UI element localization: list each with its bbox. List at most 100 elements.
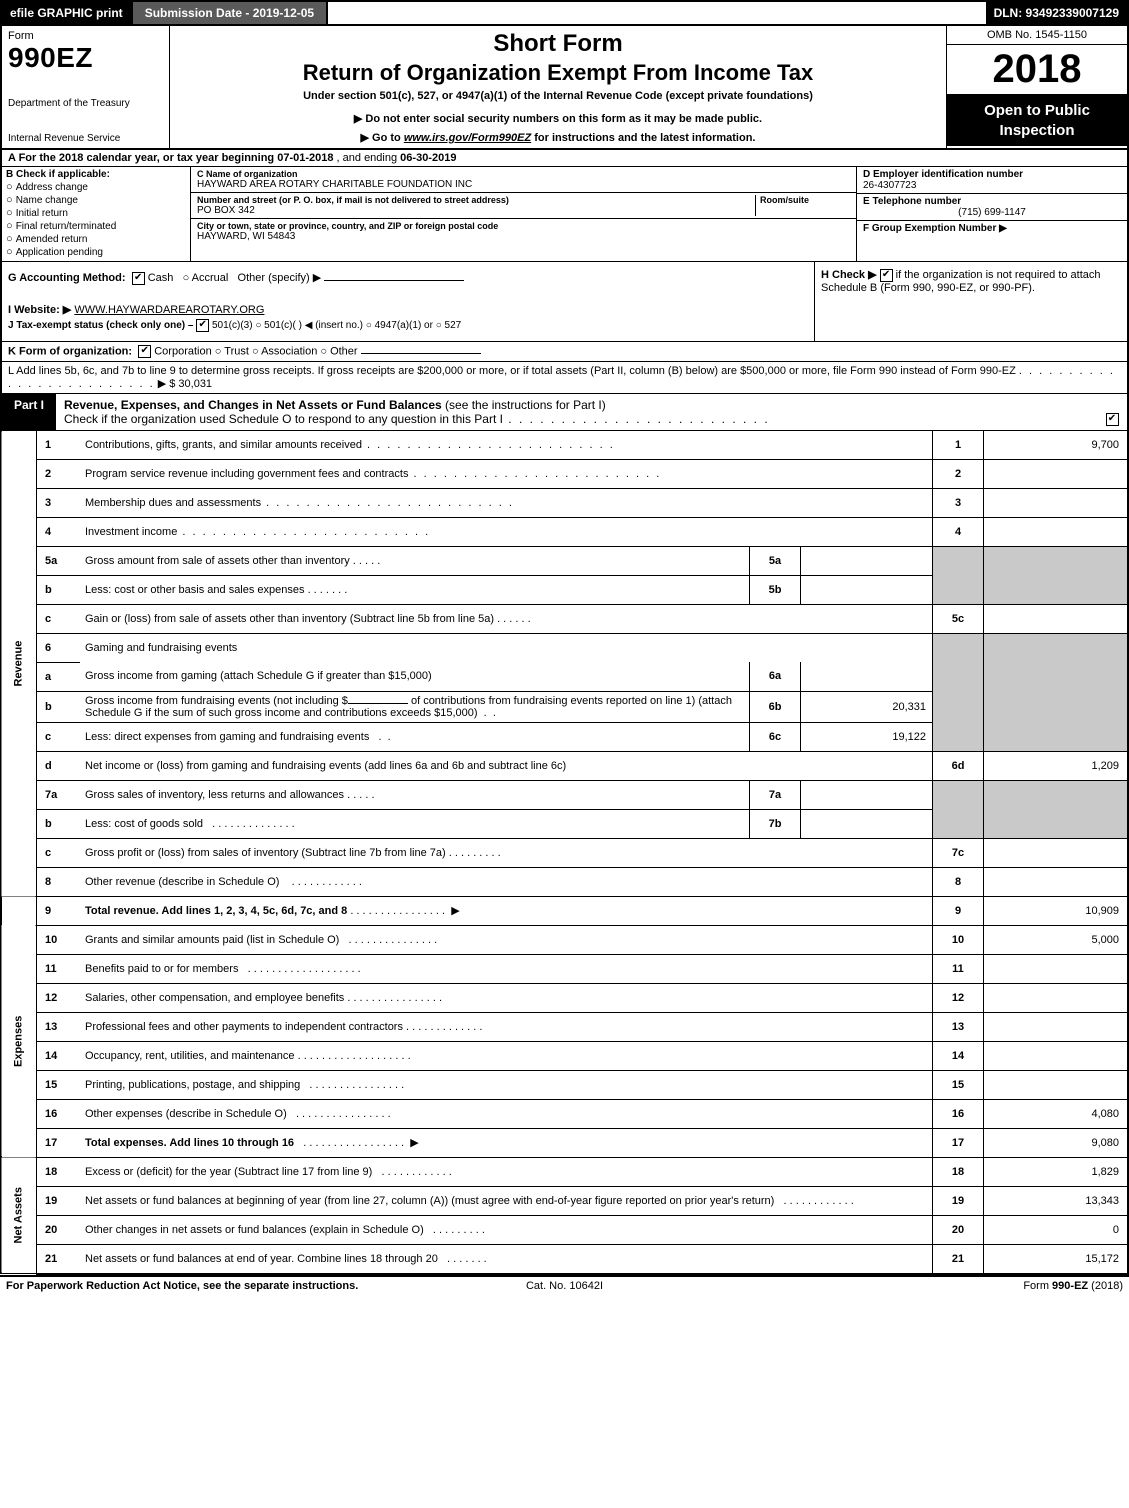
l12-box: 12 xyxy=(933,983,984,1012)
j-501c3-check[interactable] xyxy=(196,319,209,332)
l20-amt: 0 xyxy=(984,1215,1129,1244)
section-def: D Employer identification number 26-4307… xyxy=(857,167,1127,261)
l4-dots xyxy=(177,526,430,538)
l14-desc-text: Occupancy, rent, utilities, and maintena… xyxy=(85,1050,295,1062)
l15-desc: Printing, publications, postage, and shi… xyxy=(80,1070,933,1099)
l5b-midval xyxy=(801,575,933,604)
top-bar: efile GRAPHIC print Submission Date - 20… xyxy=(0,0,1129,26)
l5c-box: 5c xyxy=(933,604,984,633)
l5c-desc-text: Gain or (loss) from sale of assets other… xyxy=(85,613,494,625)
form-header: Form 990EZ Department of the Treasury In… xyxy=(0,26,1129,150)
l4-desc: Investment income xyxy=(80,517,933,546)
k-corp-check[interactable] xyxy=(138,345,151,358)
goto-link[interactable]: www.irs.gov/Form990EZ xyxy=(404,132,531,144)
l-text: L Add lines 5b, 6c, and 7b to line 9 to … xyxy=(8,365,1016,377)
k-other-blank[interactable] xyxy=(361,353,481,354)
l7ab-greyamt xyxy=(984,780,1129,838)
l5c-desc: Gain or (loss) from sale of assets other… xyxy=(80,604,933,633)
part1-table: Revenue 1 Contributions, gifts, grants, … xyxy=(0,431,1129,1275)
g-accrual-radio[interactable] xyxy=(183,272,192,284)
l20-box: 20 xyxy=(933,1215,984,1244)
l9-num: 9 xyxy=(37,896,81,925)
opt-name-change[interactable]: Name change xyxy=(6,194,186,206)
g-other-blank[interactable] xyxy=(324,280,464,281)
l6abc-greyamt xyxy=(984,633,1129,751)
opt-initial-return[interactable]: Initial return xyxy=(6,207,186,219)
l2-amt xyxy=(984,459,1129,488)
under-section: Under section 501(c), 527, or 4947(a)(1)… xyxy=(178,90,938,102)
l15-amt xyxy=(984,1070,1129,1099)
opt-application-pending[interactable]: Application pending xyxy=(6,246,186,258)
header-right: OMB No. 1545-1150 2018 Open to Public In… xyxy=(947,26,1127,148)
l14-num: 14 xyxy=(37,1041,81,1070)
g-line: G Accounting Method: Cash Accrual Other … xyxy=(8,271,808,285)
efile-label: efile GRAPHIC print xyxy=(2,2,131,24)
opt-final-return[interactable]: Final return/terminated xyxy=(6,220,186,232)
l5a-midval xyxy=(801,546,933,575)
l7b-num: b xyxy=(37,809,81,838)
l17-amt: 9,080 xyxy=(984,1128,1129,1157)
l7c-desc: Gross profit or (loss) from sales of inv… xyxy=(80,838,933,867)
website-val[interactable]: WWW.HAYWARDAREAROTARY.ORG xyxy=(74,304,264,316)
l-arrow: ▶ $ xyxy=(158,378,176,390)
goto-pre: ▶ Go to xyxy=(361,132,404,144)
l6b-desc: Gross income from fundraising events (no… xyxy=(80,691,750,722)
irs-label: Internal Revenue Service xyxy=(8,133,163,144)
dln-label: DLN: 93492339007129 xyxy=(986,2,1127,24)
g-other: Other (specify) ▶ xyxy=(238,272,322,284)
schedule-o-check[interactable] xyxy=(1106,413,1119,426)
entity-row: B Check if applicable: Address change Na… xyxy=(0,167,1129,262)
l17-desc: Total expenses. Add lines 10 through 16 … xyxy=(80,1128,933,1157)
l3-num: 3 xyxy=(37,488,81,517)
h-check[interactable] xyxy=(880,269,893,282)
g-cash-check[interactable] xyxy=(132,272,145,285)
l4-num: 4 xyxy=(37,517,81,546)
l11-amt xyxy=(984,954,1129,983)
l13-box: 13 xyxy=(933,1012,984,1041)
open-to-public: Open to Public Inspection xyxy=(947,95,1127,146)
row-a-mid: , and ending xyxy=(337,152,401,164)
l16-desc-text: Other expenses (describe in Schedule O) xyxy=(85,1108,287,1120)
opt-address-change[interactable]: Address change xyxy=(6,181,186,193)
l11-desc: Benefits paid to or for members . . . . … xyxy=(80,954,933,983)
page-footer: For Paperwork Reduction Act Notice, see … xyxy=(0,1275,1129,1295)
l12-desc-text: Salaries, other compensation, and employ… xyxy=(85,992,344,1004)
l9-amt: 10,909 xyxy=(984,896,1129,925)
line-17: 17 Total expenses. Add lines 10 through … xyxy=(1,1128,1128,1157)
e-label: E Telephone number xyxy=(863,196,961,207)
l6-num: 6 xyxy=(37,633,81,662)
line-7a: 7a Gross sales of inventory, less return… xyxy=(1,780,1128,809)
l17-arrow: ▶ xyxy=(410,1137,418,1149)
line-2: 2 Program service revenue including gove… xyxy=(1,459,1128,488)
line-1: Revenue 1 Contributions, gifts, grants, … xyxy=(1,431,1128,460)
l20-num: 20 xyxy=(37,1215,81,1244)
l9-desc: Total revenue. Add lines 1, 2, 3, 4, 5c,… xyxy=(80,896,933,925)
g-accrual: Accrual xyxy=(192,272,229,284)
goto-post: for instructions and the latest informat… xyxy=(531,132,755,144)
ein-val: 26-4307723 xyxy=(863,180,916,191)
l12-num: 12 xyxy=(37,983,81,1012)
l14-amt xyxy=(984,1041,1129,1070)
street-block: Number and street (or P. O. box, if mail… xyxy=(191,193,856,219)
l3-box: 3 xyxy=(933,488,984,517)
street-label: Number and street (or P. O. box, if mail… xyxy=(197,195,755,205)
l10-amt: 5,000 xyxy=(984,925,1129,954)
l5ab-greybox xyxy=(933,546,984,604)
l8-num: 8 xyxy=(37,867,81,896)
row-a-begin: 07-01-2018 xyxy=(277,152,333,164)
l7c-amt xyxy=(984,838,1129,867)
opt-amended-return[interactable]: Amended return xyxy=(6,233,186,245)
l11-box: 11 xyxy=(933,954,984,983)
form-label: Form xyxy=(8,30,163,42)
line-7c: c Gross profit or (loss) from sales of i… xyxy=(1,838,1128,867)
l19-desc-text: Net assets or fund balances at beginning… xyxy=(85,1195,774,1207)
ghij-row: G Accounting Method: Cash Accrual Other … xyxy=(0,262,1129,342)
l6b-blank[interactable] xyxy=(348,703,408,704)
l6b-midbox: 6b xyxy=(750,691,801,722)
part1-sub-dots xyxy=(503,412,770,426)
l2-box: 2 xyxy=(933,459,984,488)
l21-amt: 15,172 xyxy=(984,1244,1129,1274)
l18-desc-text: Excess or (deficit) for the year (Subtra… xyxy=(85,1166,372,1178)
l6a-midval xyxy=(801,662,933,691)
l18-amt: 1,829 xyxy=(984,1157,1129,1186)
